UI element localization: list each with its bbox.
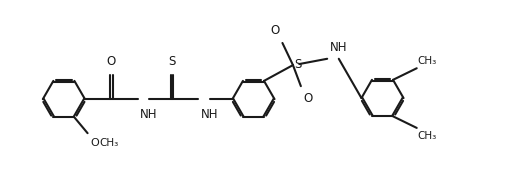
Text: O: O [90,138,99,148]
Text: NH: NH [201,108,218,121]
Text: CH₃: CH₃ [418,130,437,141]
Text: S: S [168,55,175,68]
Text: O: O [270,24,280,37]
Text: CH₃: CH₃ [99,138,118,148]
Text: O: O [107,55,116,68]
Text: CH₃: CH₃ [418,56,437,66]
Text: O: O [304,92,313,106]
Text: NH: NH [330,41,347,53]
Text: S: S [295,58,302,70]
Text: NH: NH [140,108,158,121]
